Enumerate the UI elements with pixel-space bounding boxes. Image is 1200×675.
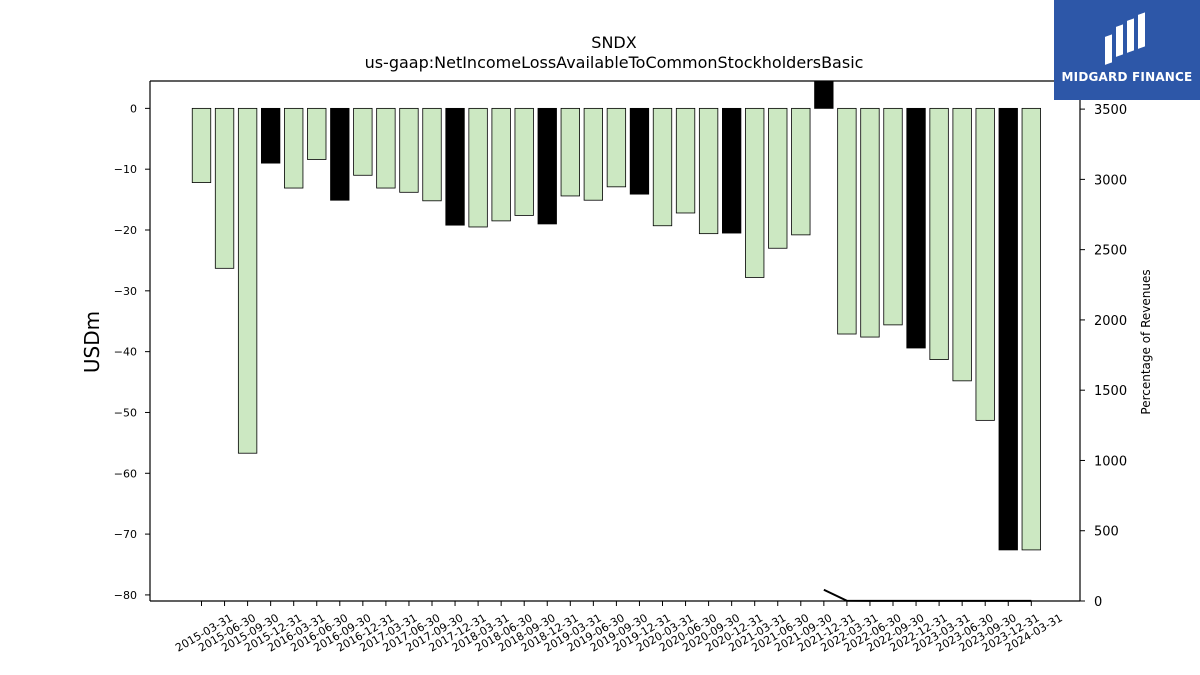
bar-2016-03-31 (284, 107, 304, 189)
bar-2023-06-30 (952, 107, 972, 382)
y-tick-label: −30 (114, 285, 137, 298)
bar-2022-09-30 (883, 107, 903, 326)
y-tick-label: −40 (114, 346, 137, 359)
logo-mark-icon (1105, 12, 1145, 65)
bar-2021-03-31 (745, 107, 765, 278)
bar-2015-06-30 (214, 107, 235, 269)
bar-2016-12-31 (353, 107, 373, 176)
y2-ticks-group: 0 500 1000 1500 2000 2500 3000 3500 (1080, 103, 1127, 610)
bar-2019-09-30 (606, 107, 627, 188)
bar-2015-09-30 (237, 107, 258, 454)
logo-text: MIDGARD FINANCE (1061, 70, 1193, 84)
bar-2023-03-31 (929, 107, 949, 360)
bar-2018-03-31 (468, 107, 488, 228)
bar-2023-12-31 (998, 107, 1018, 551)
bar-2021-09-30 (791, 107, 811, 236)
bar-2017-09-30 (422, 107, 442, 202)
bar-2019-03-31 (560, 107, 580, 197)
bar-2020-09-30 (698, 107, 719, 235)
y2-tick-label: 500 (1094, 525, 1119, 540)
y-tick-label: −20 (114, 224, 137, 237)
bar-2020-06-30 (675, 107, 696, 214)
bar-2019-12-31 (629, 107, 650, 195)
y-tick-label: −10 (114, 163, 137, 176)
bar-2015-03-31 (191, 107, 212, 183)
bar-2021-12-31 (814, 80, 834, 109)
y-tick-label: −60 (114, 467, 137, 480)
bar-2016-06-30 (307, 107, 327, 160)
bar-2015-12-31 (260, 107, 281, 164)
bar-2018-12-31 (537, 107, 557, 225)
y2-tick-label: 2500 (1094, 244, 1127, 259)
bar-2017-12-31 (445, 107, 465, 226)
bar-2022-06-30 (860, 107, 880, 338)
bar-2022-12-31 (906, 107, 926, 349)
bar-2020-12-31 (722, 107, 742, 234)
y2-tick-label: 1000 (1094, 454, 1127, 469)
line-series-percentage-of-revenues (823, 588, 1032, 602)
y2-axis-label: Percentage of Revenues (1139, 269, 1153, 414)
bar-2019-06-30 (583, 107, 603, 201)
bars-group (191, 80, 1041, 551)
bar-2018-06-30 (491, 107, 511, 222)
y-ticks-group: 0 −10 −20 −30 −40 −50 −60 −70 −80 (114, 102, 150, 602)
bar-2022-03-31 (837, 107, 857, 335)
bar-2016-09-30 (330, 107, 350, 201)
y-tick-label: −50 (114, 406, 137, 419)
brand-logo: MIDGARD FINANCE (1054, 0, 1200, 100)
y2-tick-label: 0 (1094, 595, 1102, 610)
bar-2017-03-31 (376, 107, 396, 189)
x-ticks-group: 2015-03-312015-06-302015-09-302015-12-31… (173, 601, 1065, 655)
bar-2020-03-31 (652, 107, 673, 227)
y-tick-label: 0 (130, 102, 137, 115)
y-axis-label: USDm (80, 311, 104, 373)
bar-2018-09-30 (514, 107, 534, 216)
y2-tick-label: 3000 (1094, 173, 1127, 188)
y2-tick-label: 3500 (1094, 103, 1127, 118)
bar-2024-03-31 (1021, 107, 1041, 551)
axes-group (149, 80, 1081, 602)
bar-2017-06-30 (399, 107, 419, 193)
line-layer (823, 588, 1032, 602)
chart-title: SNDX (591, 33, 636, 52)
y-tick-label: −70 (114, 528, 137, 541)
y-tick-label: −80 (114, 589, 137, 602)
bar-2021-06-30 (768, 107, 788, 249)
y2-tick-label: 1500 (1094, 384, 1127, 399)
chart-subtitle: us-gaap:NetIncomeLossAvailableToCommonSt… (365, 53, 864, 72)
bar-2023-09-30 (975, 107, 995, 421)
y2-tick-label: 2000 (1094, 314, 1127, 329)
